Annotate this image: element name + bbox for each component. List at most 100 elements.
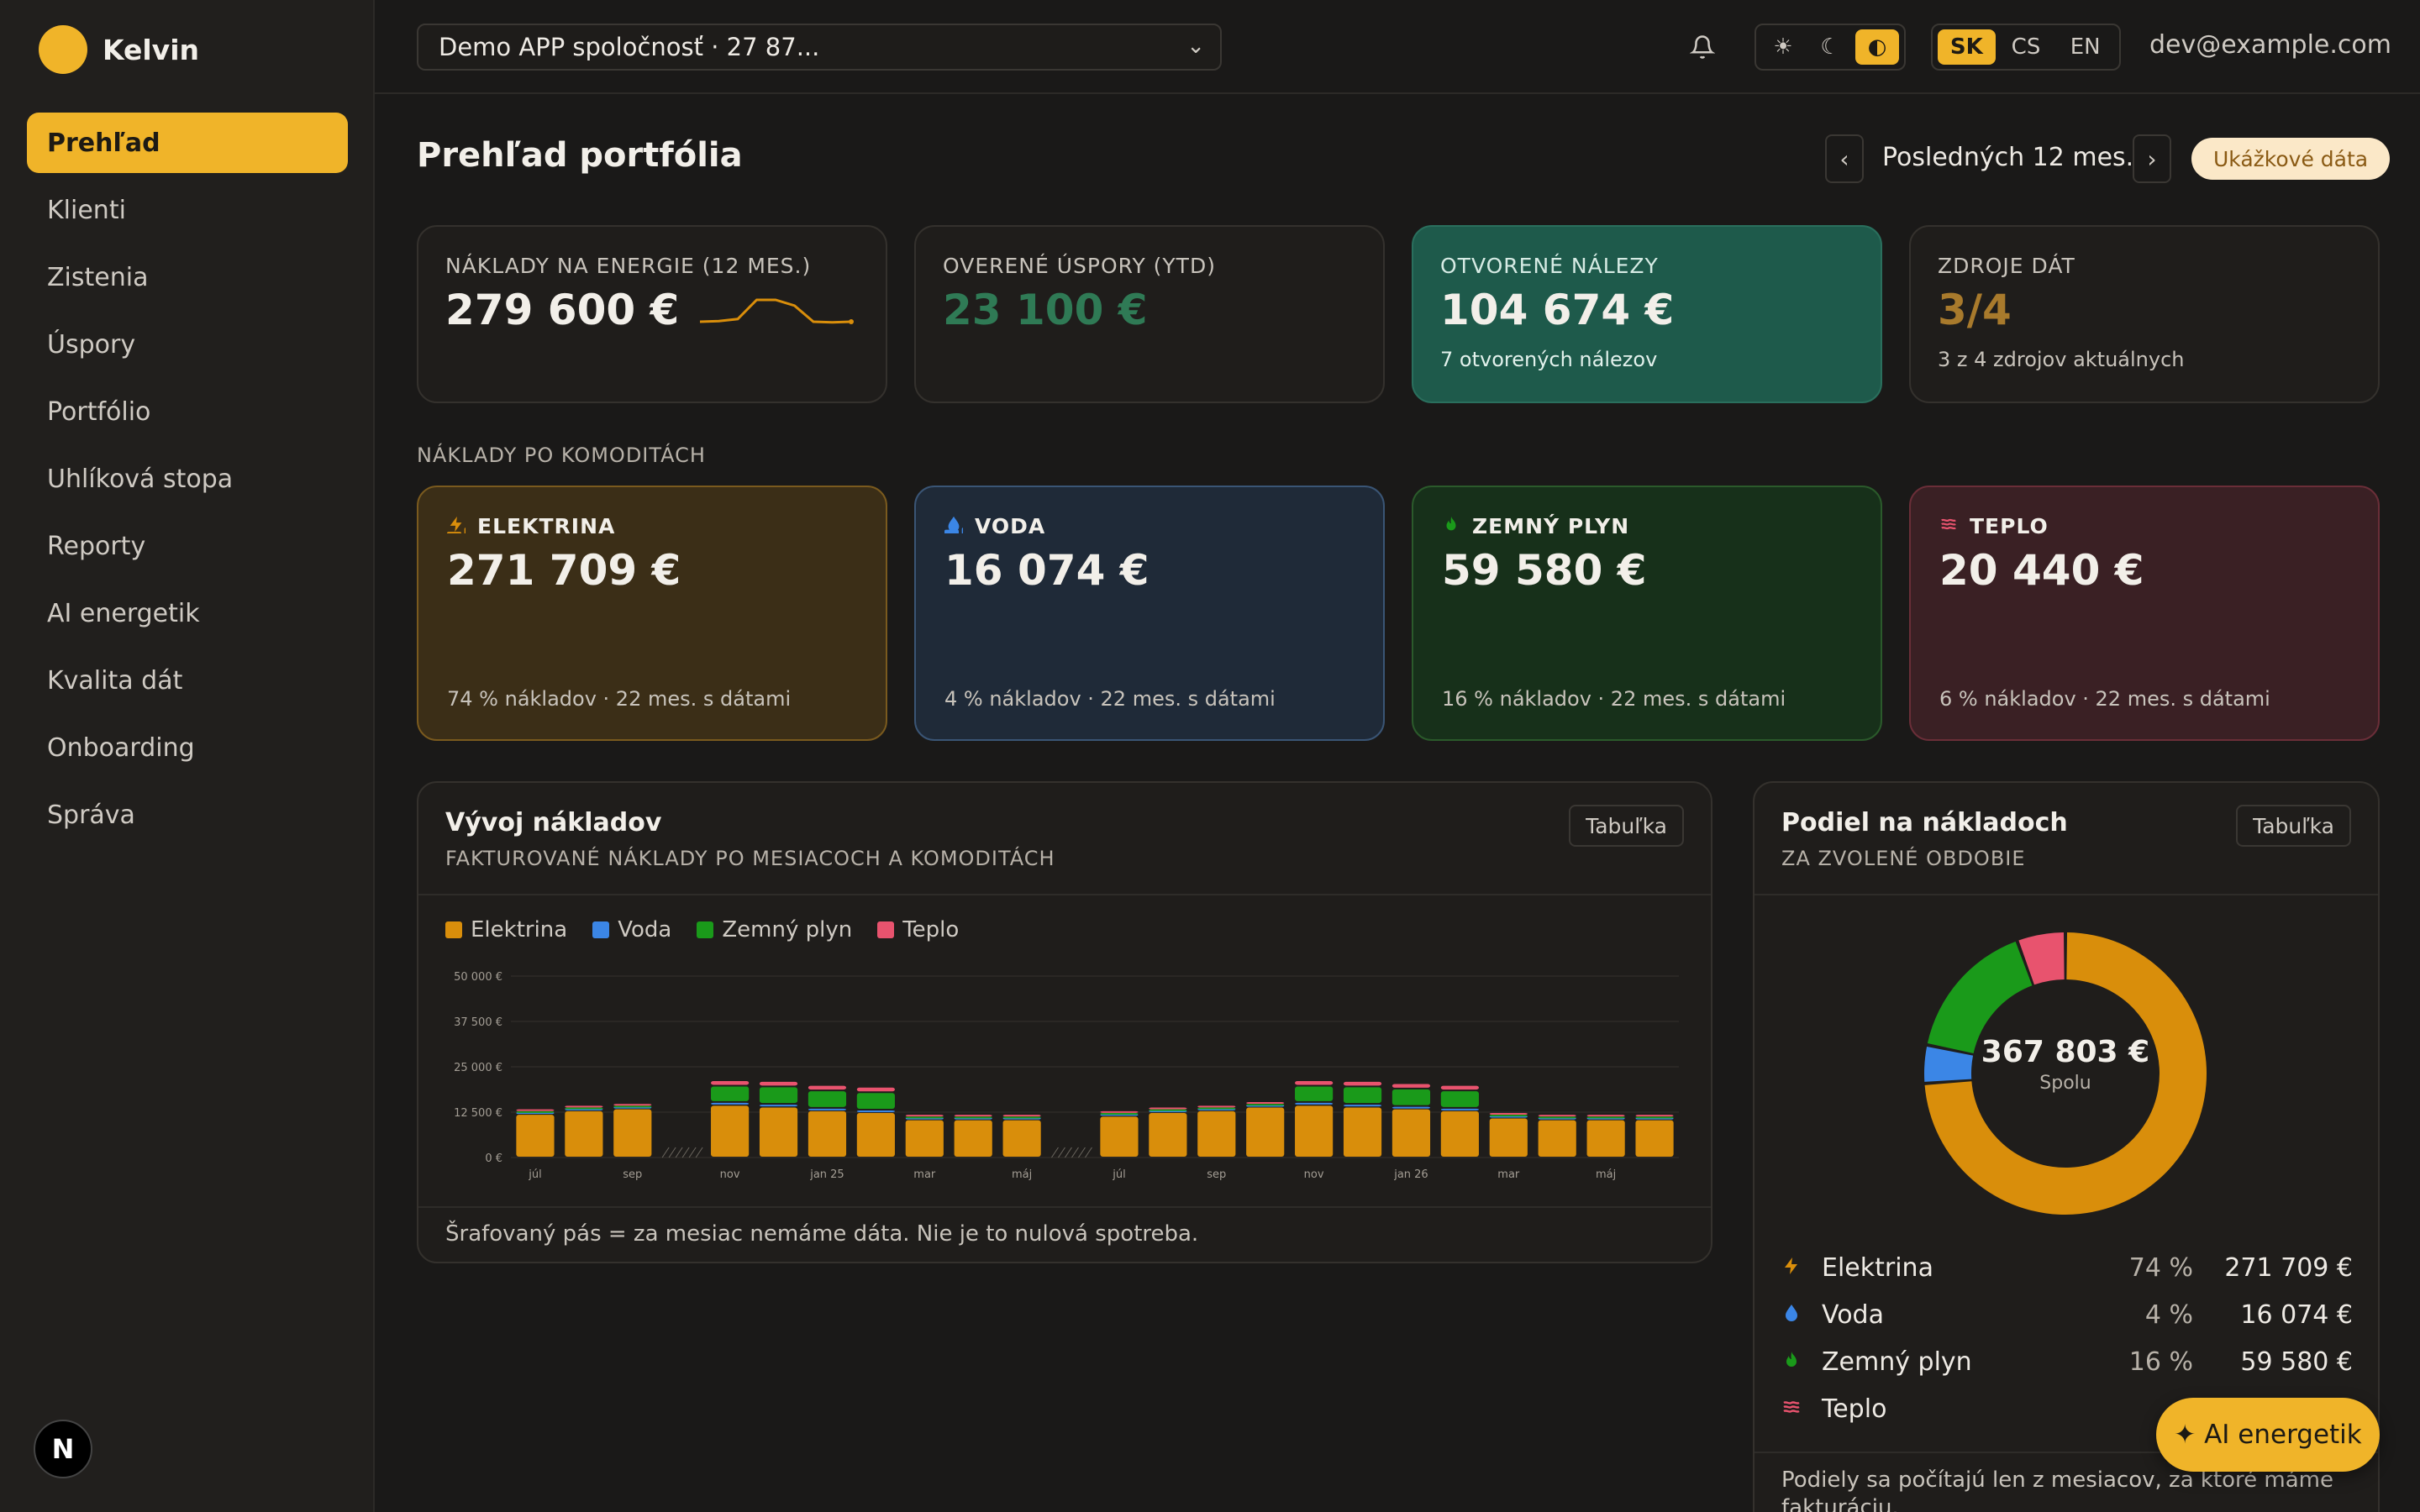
contrast-icon[interactable]: ◐ (1855, 29, 1899, 65)
company-select[interactable]: Demo APP spoločnosť · 27 87... ⌄ (417, 24, 1222, 71)
period-prev-button[interactable]: ‹ (1825, 134, 1864, 183)
bar-segment[interactable] (1100, 1113, 1139, 1115)
bar-segment[interactable] (1149, 1109, 1187, 1111)
bar-segment[interactable] (613, 1104, 652, 1106)
share-row[interactable]: Voda 4 % 16 074 € (1781, 1294, 2353, 1336)
bar-segment[interactable] (905, 1120, 944, 1157)
bar-segment[interactable] (1392, 1106, 1431, 1109)
sidebar-item[interactable]: Uhlíková stopa (47, 464, 234, 494)
bar-segment[interactable] (1197, 1105, 1236, 1108)
bar-segment[interactable] (856, 1093, 895, 1109)
bar-segment[interactable] (711, 1105, 750, 1157)
bar-segment[interactable] (1440, 1085, 1479, 1090)
sidebar-item[interactable]: Reporty (47, 531, 146, 561)
bar-segment[interactable] (1343, 1087, 1382, 1104)
bar-segment[interactable] (1635, 1120, 1674, 1157)
bar-segment[interactable] (1392, 1109, 1431, 1157)
sidebar-item[interactable]: Portfólio (47, 396, 151, 427)
kpi-verified-savings[interactable]: OVERENÉ ÚSPORY (YTD) 23 100 € (914, 225, 1385, 403)
bar-segment[interactable] (711, 1080, 750, 1085)
bar-segment[interactable] (1343, 1107, 1382, 1157)
bar-segment[interactable] (516, 1109, 555, 1111)
bar-segment[interactable] (954, 1115, 992, 1117)
bar-segment[interactable] (1440, 1091, 1479, 1107)
bar-segment[interactable] (1002, 1116, 1041, 1119)
sidebar-item[interactable]: Zistenia (47, 262, 149, 292)
bar-segment[interactable] (1489, 1113, 1528, 1115)
bar-segment[interactable] (759, 1087, 798, 1104)
legend-item[interactable]: Teplo (877, 917, 959, 942)
bar-segment[interactable] (808, 1091, 847, 1107)
bar-segment[interactable] (808, 1085, 847, 1090)
language-option[interactable]: CS (2011, 34, 2041, 60)
donut-slice[interactable] (1924, 1046, 1974, 1082)
bar-segment[interactable] (1295, 1105, 1334, 1157)
dev-badge[interactable]: N (34, 1420, 92, 1478)
sidebar-item[interactable]: Klienti (47, 195, 126, 225)
bar-segment[interactable] (613, 1105, 652, 1108)
bar-segment[interactable] (565, 1110, 603, 1157)
bar-segment[interactable] (1538, 1120, 1576, 1157)
bar-segment[interactable] (711, 1102, 750, 1105)
bar-segment[interactable] (1392, 1084, 1431, 1088)
moon-icon[interactable]: ☾ (1820, 34, 1840, 60)
bar-segment[interactable] (1489, 1118, 1528, 1157)
bar-segment[interactable] (1295, 1080, 1334, 1085)
bar-segment[interactable] (759, 1105, 798, 1107)
bar-segment[interactable] (516, 1115, 555, 1157)
sun-icon[interactable]: ☀ (1773, 34, 1793, 60)
bar-segment[interactable] (1002, 1115, 1041, 1117)
bar-segment[interactable] (711, 1086, 750, 1101)
bar-segment[interactable] (1149, 1107, 1187, 1110)
bar-segment[interactable] (1586, 1115, 1625, 1117)
bar-segment[interactable] (1197, 1107, 1236, 1110)
bar-segment[interactable] (1002, 1120, 1041, 1157)
sidebar-item[interactable]: Správa (47, 800, 135, 830)
sidebar-item[interactable]: Kvalita dát (47, 665, 183, 696)
bar-segment[interactable] (565, 1107, 603, 1110)
kpi-energy-costs[interactable]: NÁKLADY NA ENERGIE (12 MES.) 279 600 € (417, 225, 887, 403)
legend-item[interactable]: Elektrina (445, 917, 567, 942)
brand[interactable]: Kelvin (39, 25, 199, 74)
sidebar-item[interactable]: AI energetik (47, 598, 200, 628)
sidebar-item[interactable]: Prehľad (27, 113, 348, 173)
ai-energetik-button[interactable]: ✦ AI energetik (2156, 1398, 2380, 1472)
share-row[interactable]: Zemný plyn 16 % 59 580 € (1781, 1341, 2353, 1383)
bar-segment[interactable] (1295, 1102, 1334, 1105)
bar-segment[interactable] (954, 1120, 992, 1157)
bar-segment[interactable] (1246, 1102, 1285, 1105)
bar-segment[interactable] (1538, 1116, 1576, 1119)
language-option[interactable]: SK (1938, 29, 1996, 65)
bar-segment[interactable] (1100, 1110, 1139, 1113)
bar-segment[interactable] (1489, 1115, 1528, 1117)
bar-segment[interactable] (1440, 1110, 1479, 1157)
bar-segment[interactable] (1246, 1104, 1285, 1106)
bar-segment[interactable] (613, 1109, 652, 1157)
bar-segment[interactable] (1343, 1081, 1382, 1086)
bar-segment[interactable] (1149, 1113, 1187, 1157)
bar-segment[interactable] (808, 1110, 847, 1157)
bar-segment[interactable] (1586, 1120, 1625, 1157)
table-toggle-button[interactable]: Tabuľka (2236, 805, 2351, 847)
bar-segment[interactable] (1392, 1089, 1431, 1105)
kpi-open-findings[interactable]: OTVORENÉ NÁLEZY 104 674 € 7 otvorených n… (1412, 225, 1882, 403)
bar-segment[interactable] (1440, 1108, 1479, 1110)
bar-segment[interactable] (905, 1116, 944, 1119)
bar-segment[interactable] (1635, 1116, 1674, 1119)
bar-segment[interactable] (856, 1113, 895, 1157)
bar-segment[interactable] (1100, 1116, 1139, 1157)
bar-segment[interactable] (856, 1110, 895, 1112)
bar-segment[interactable] (954, 1116, 992, 1119)
table-toggle-button[interactable]: Tabuľka (1569, 805, 1684, 847)
language-option[interactable]: EN (2070, 34, 2101, 60)
period-next-button[interactable]: › (2133, 134, 2171, 183)
bar-segment[interactable] (565, 1105, 603, 1108)
bell-icon[interactable] (1686, 30, 1719, 64)
bar-segment[interactable] (1197, 1110, 1236, 1157)
bar-segment[interactable] (759, 1081, 798, 1086)
commodity-card[interactable]: TEPLO 20 440 € 6 % nákladov · 22 mes. s dá… (1909, 486, 2380, 741)
bar-segment[interactable] (516, 1110, 555, 1113)
bar-segment[interactable] (1586, 1116, 1625, 1119)
commodity-card[interactable]: ZEMNÝ PLYN 59 580 € 16 % nákladov · 22 mes… (1412, 486, 1882, 741)
sidebar-item[interactable]: Úspory (47, 329, 136, 360)
